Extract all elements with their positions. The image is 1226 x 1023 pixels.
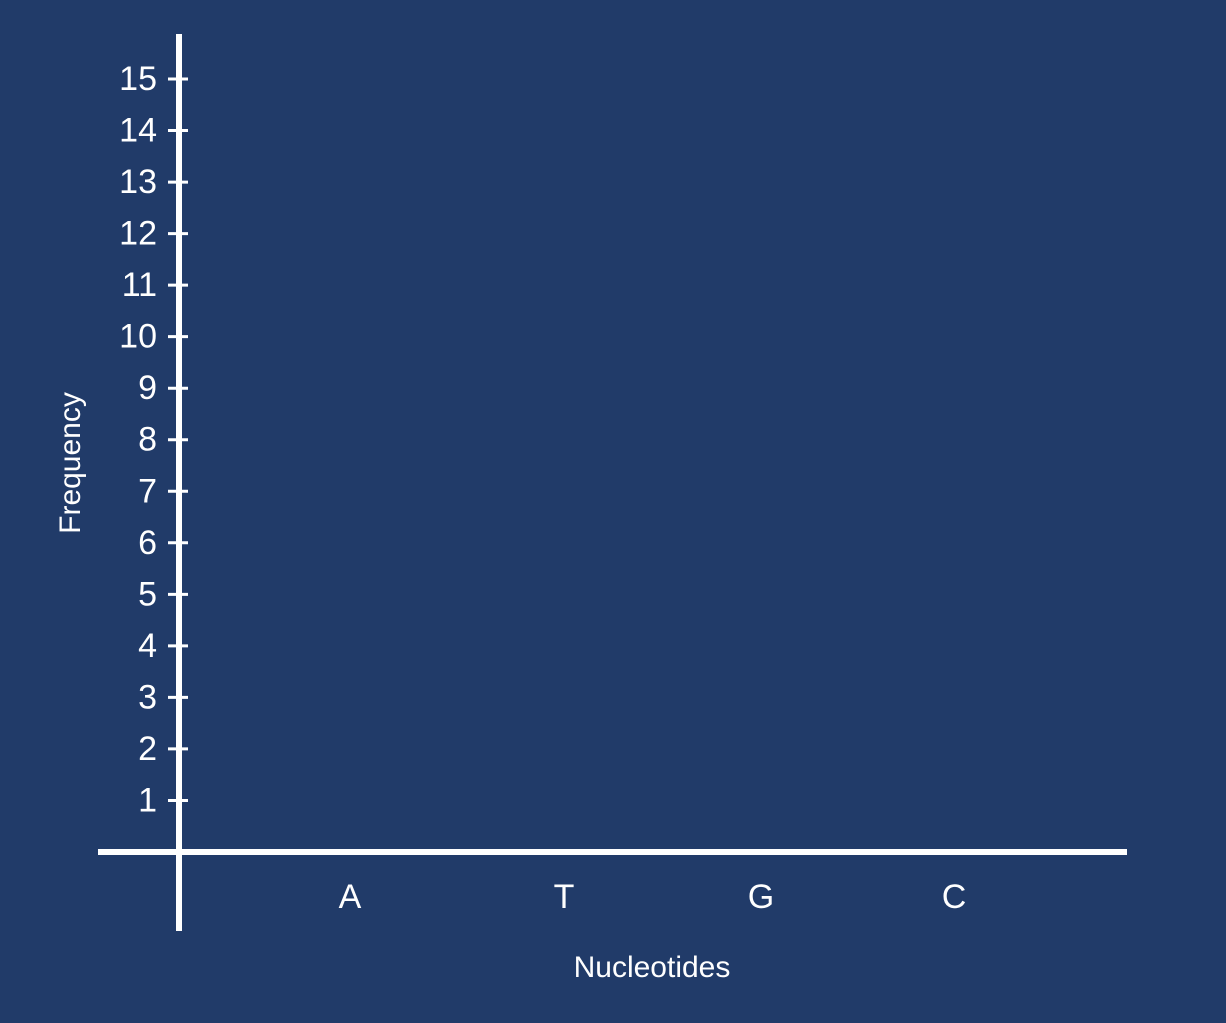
y-tick-label: 4: [138, 627, 157, 665]
y-tick-label: 15: [119, 60, 157, 98]
y-axis-title: Frequency: [54, 392, 87, 534]
x-category-label: G: [748, 878, 774, 916]
y-tick-label: 11: [122, 266, 157, 304]
y-tick-label: 3: [138, 678, 157, 716]
y-tick-label: 9: [138, 369, 157, 407]
y-tick-label: 7: [138, 472, 157, 510]
x-category-label: A: [339, 878, 362, 916]
y-tick-label: 1: [138, 781, 157, 819]
y-tick-label: 10: [119, 318, 157, 356]
y-tick-label: 8: [138, 421, 157, 459]
x-category-label: C: [942, 878, 967, 916]
y-tick-label: 2: [138, 730, 157, 768]
x-axis-title: Nucleotides: [574, 951, 731, 984]
y-tick-label: 12: [119, 215, 157, 253]
y-tick-label: 6: [138, 524, 157, 562]
y-tick-label: 14: [119, 112, 157, 150]
x-category-label: T: [554, 878, 575, 916]
y-tick-label: 5: [138, 575, 157, 613]
y-tick-label: 13: [119, 163, 157, 201]
